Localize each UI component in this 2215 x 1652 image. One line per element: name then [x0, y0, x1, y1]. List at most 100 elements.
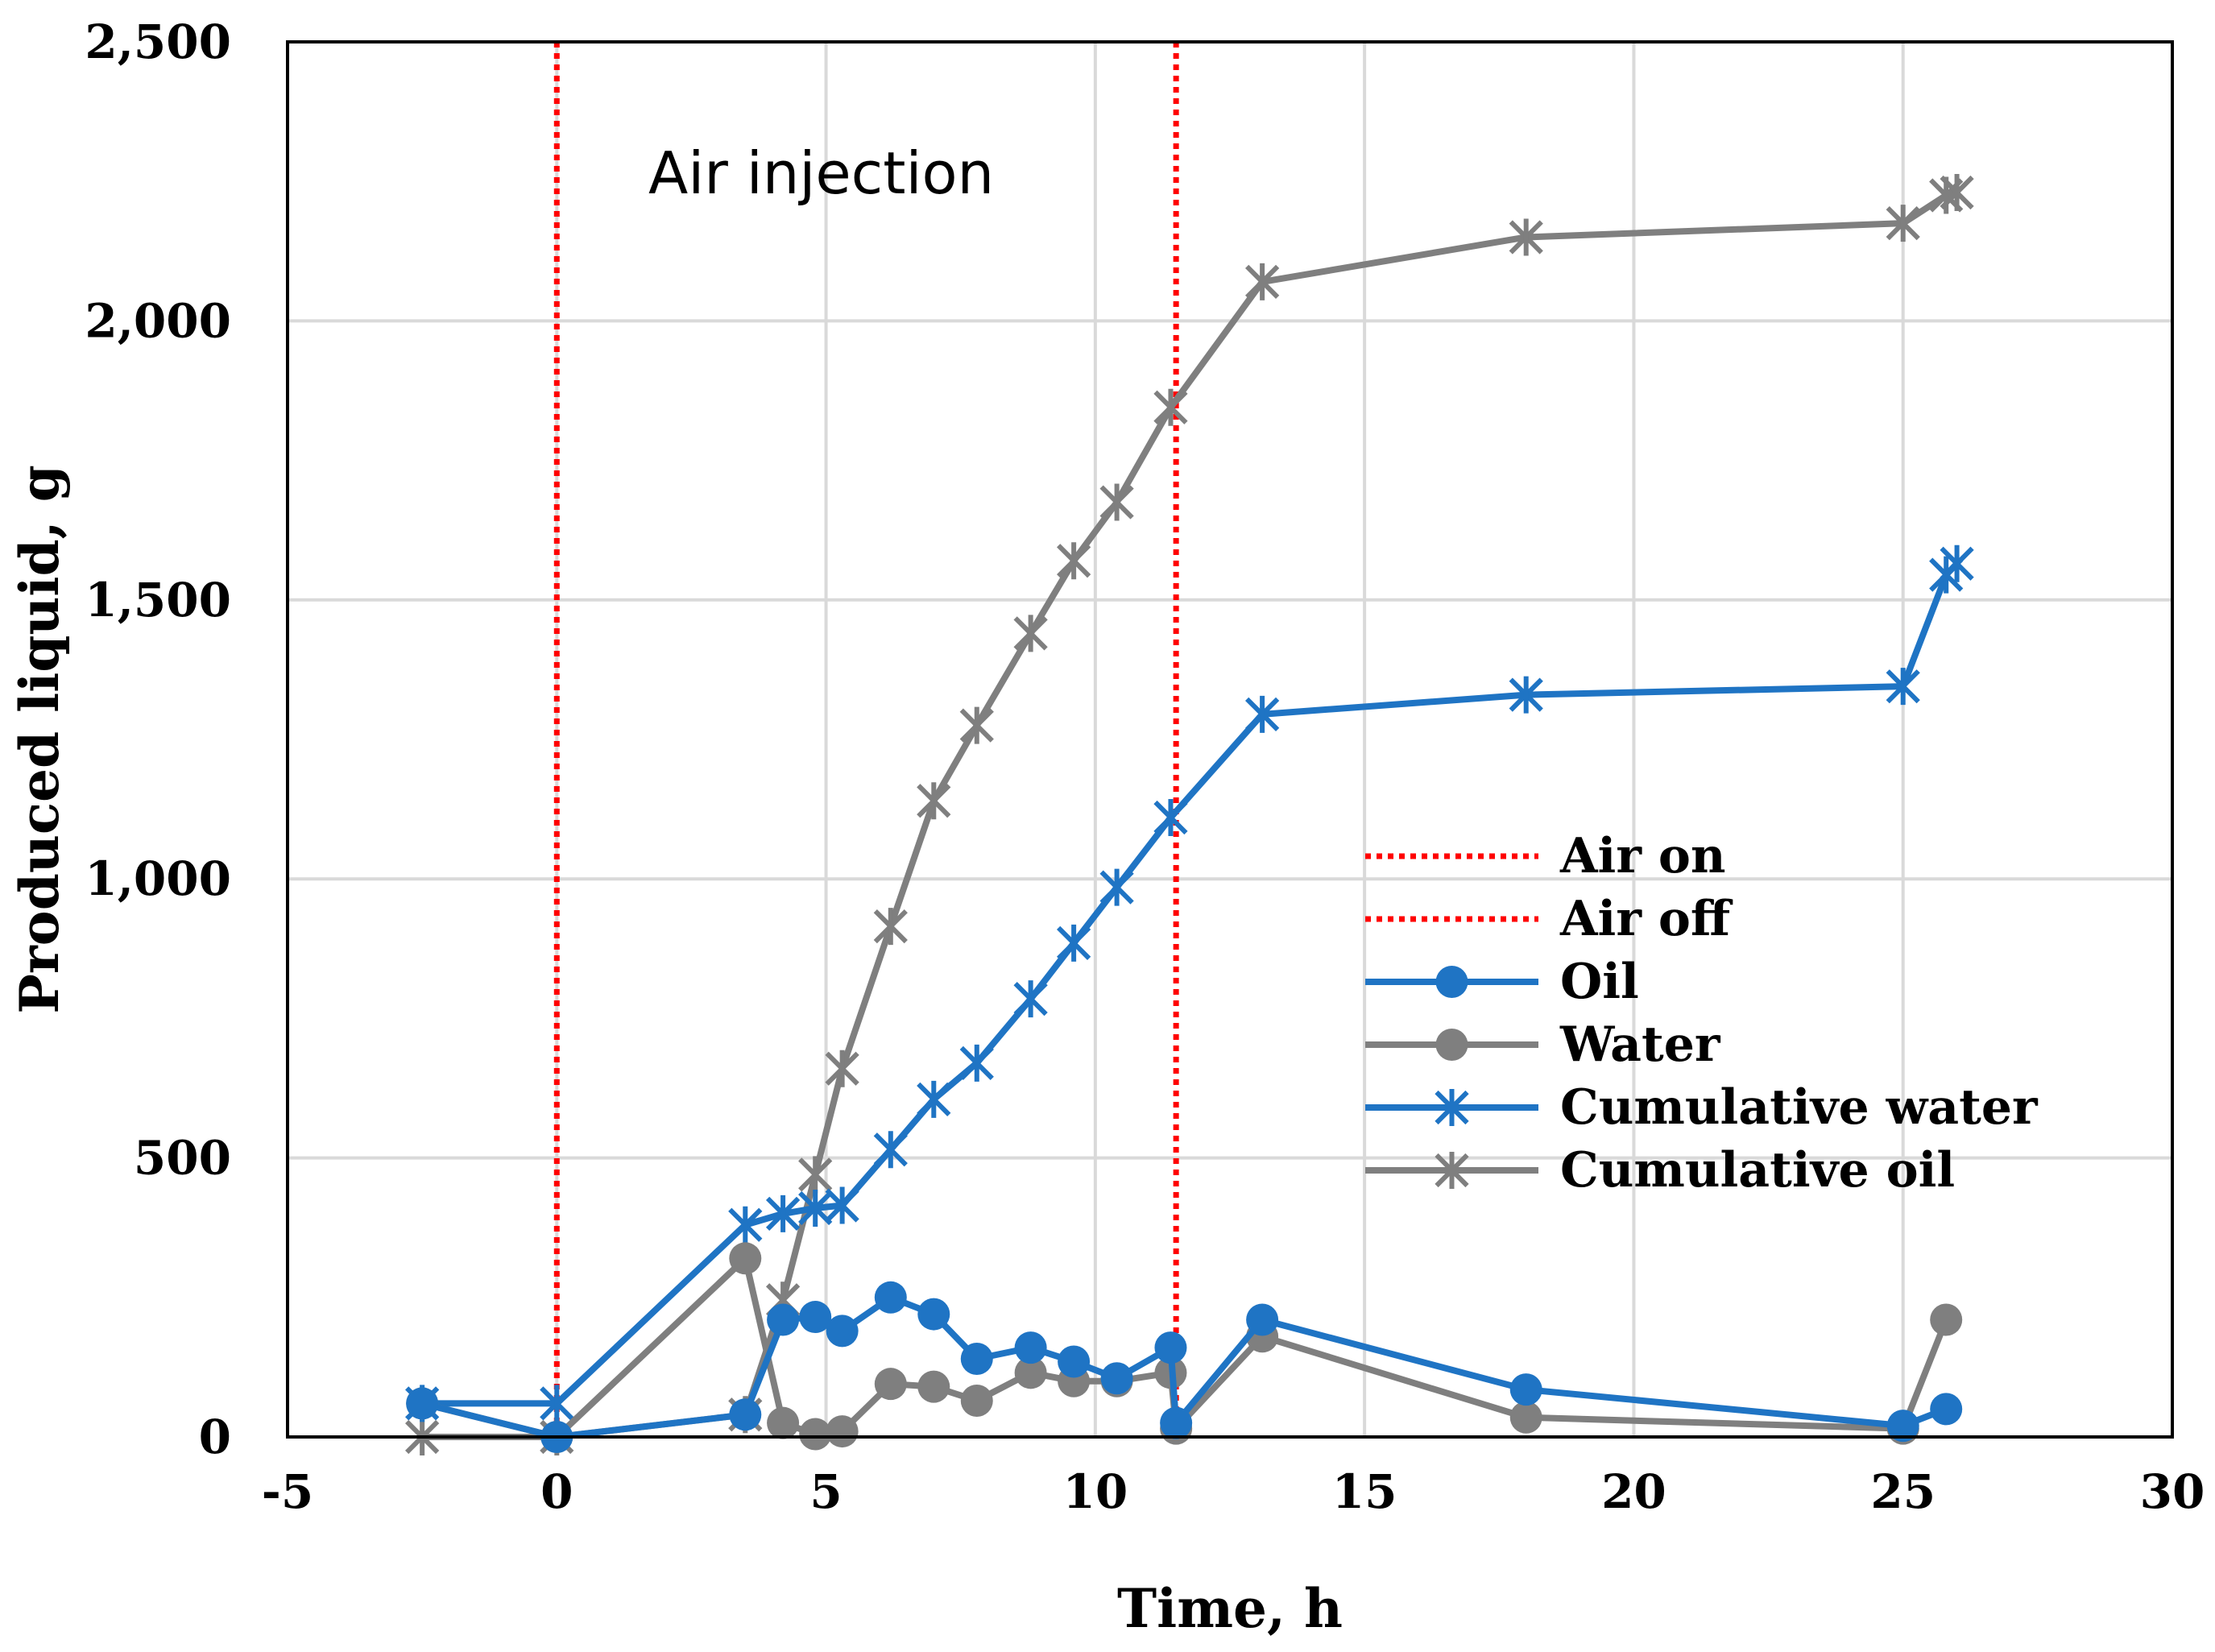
y-tick-label: 500 — [134, 1131, 231, 1186]
legend-item-oil: Oil — [1365, 954, 1639, 1010]
plot-area-frame — [286, 40, 2174, 1439]
data-point-water — [729, 1242, 762, 1275]
data-point-oil — [1246, 1303, 1279, 1336]
legend-label: Cumulative oil — [1560, 1142, 1955, 1199]
legend-item-cumulative-oil: Cumulative oil — [1365, 1142, 1955, 1199]
x-tick-label: 15 — [1332, 1464, 1397, 1519]
data-point-oil — [729, 1398, 762, 1431]
data-point-cumulative-water — [1099, 868, 1134, 906]
series-cumulative-oil — [405, 174, 1974, 1455]
data-point-oil — [1014, 1331, 1047, 1364]
legend-item-air-off: Air off — [1365, 891, 1733, 947]
data-point-oil — [874, 1281, 907, 1314]
legend-marker — [1435, 1152, 1469, 1189]
data-point-oil — [1930, 1393, 1963, 1426]
data-point-cumulative-oil — [1886, 205, 1920, 242]
data-point-cumulative-water — [1153, 798, 1188, 836]
data-point-oil — [767, 1303, 800, 1336]
legend-label: Air on — [1559, 828, 1726, 884]
series-line-water — [421, 1255, 1949, 1440]
x-tick-label: -5 — [262, 1464, 313, 1519]
reference-lines — [553, 42, 1179, 1437]
data-point-cumulative-water — [873, 1131, 908, 1169]
data-point-cumulative-oil — [798, 1156, 833, 1194]
data-point-oil — [1509, 1373, 1542, 1406]
series-line-cumulative-water — [422, 561, 1960, 1407]
series-cumulative-water — [405, 544, 1974, 1422]
data-point-cumulative-water — [728, 1206, 763, 1244]
data-point-cumulative-water — [540, 1385, 574, 1422]
data-point-water — [917, 1370, 950, 1403]
data-point-cumulative-oil — [1153, 388, 1188, 426]
data-point-cumulative-oil — [825, 1050, 859, 1087]
grid — [286, 40, 2174, 1439]
y-tick-label: 0 — [199, 1410, 231, 1464]
data-point-water — [826, 1415, 859, 1448]
data-point-cumulative-water — [1940, 544, 1974, 582]
data-point-water — [874, 1368, 907, 1401]
data-point-cumulative-water — [798, 1189, 833, 1227]
x-tick-label: 5 — [809, 1464, 842, 1519]
y-tick-label: 1,000 — [85, 851, 231, 906]
y-axis-ticks: 0 500 1,000 1,500 2,000 2,500 — [85, 14, 231, 1464]
data-point-cumulative-oil — [1509, 218, 1543, 256]
data-point-cumulative-water — [1056, 924, 1091, 962]
data-point-oil — [1160, 1406, 1193, 1439]
data-point-cumulative-water — [1013, 980, 1048, 1018]
series-line-oil — [421, 1294, 1948, 1440]
data-point-cumulative-oil — [1013, 615, 1048, 652]
data-point-water — [1509, 1401, 1542, 1434]
annotation-air-injection: Air injection — [648, 139, 994, 207]
data-point-cumulative-oil — [873, 908, 908, 946]
legend-label: Cumulative water — [1560, 1079, 2039, 1136]
data-point-cumulative-water — [917, 1080, 951, 1118]
data-point-oil — [960, 1343, 993, 1376]
data-point-oil — [1154, 1331, 1187, 1364]
data-point-cumulative-water — [1244, 695, 1280, 733]
data-point-oil — [1100, 1362, 1133, 1395]
data-point-cumulative-water — [825, 1186, 859, 1224]
data-point-oil — [1058, 1345, 1091, 1378]
legend-label: Air off — [1559, 891, 1733, 947]
data-point-cumulative-oil — [1244, 263, 1280, 300]
legend-marker — [1435, 966, 1468, 998]
data-point-cumulative-oil — [1099, 483, 1134, 521]
data-point-oil — [917, 1298, 950, 1331]
data-point-cumulative-oil — [1940, 174, 1974, 212]
data-point-cumulative-oil — [959, 706, 994, 744]
x-axis-ticks: -5 0 5 10 15 20 25 30 — [262, 1464, 2205, 1519]
legend-marker — [1435, 1089, 1469, 1126]
data-point-oil — [799, 1301, 832, 1334]
data-point-cumulative-water — [1886, 668, 1920, 706]
data-point-cumulative-water — [765, 1194, 801, 1232]
series-oil — [406, 1281, 1963, 1453]
data-point-cumulative-oil — [1056, 542, 1091, 580]
y-tick-label: 2,000 — [85, 293, 231, 348]
data-point-water — [799, 1418, 832, 1451]
legend-item-cumulative-water: Cumulative water — [1365, 1079, 2039, 1136]
data-point-water — [767, 1406, 800, 1439]
data-point-water — [1014, 1356, 1047, 1389]
legend-label: Oil — [1560, 954, 1639, 1010]
legend-label: Water — [1559, 1016, 1721, 1073]
series-layer — [405, 174, 1974, 1455]
data-point-cumulative-water — [1509, 676, 1543, 714]
data-point-oil — [826, 1315, 859, 1348]
legend: Air on Air off Oil Water Cumulative water Cum… — [1365, 828, 2039, 1199]
data-point-cumulative-water — [959, 1044, 994, 1082]
x-tick-label: 10 — [1062, 1464, 1128, 1519]
x-tick-label: 25 — [1870, 1464, 1936, 1519]
legend-item-water: Water — [1365, 1016, 1721, 1073]
data-point-oil — [1886, 1410, 1919, 1443]
y-tick-label: 2,500 — [85, 14, 231, 69]
legend-item-air-on: Air on — [1365, 828, 1726, 884]
x-tick-label: 0 — [540, 1464, 573, 1519]
x-axis-title: Time, h — [1117, 1577, 1343, 1640]
data-point-oil — [406, 1387, 439, 1420]
y-tick-label: 1,500 — [85, 573, 231, 627]
data-point-water — [1930, 1303, 1963, 1336]
data-point-cumulative-oil — [917, 782, 951, 820]
x-tick-label: 20 — [1601, 1464, 1666, 1519]
series-line-cumulative-oil — [422, 189, 1958, 1440]
